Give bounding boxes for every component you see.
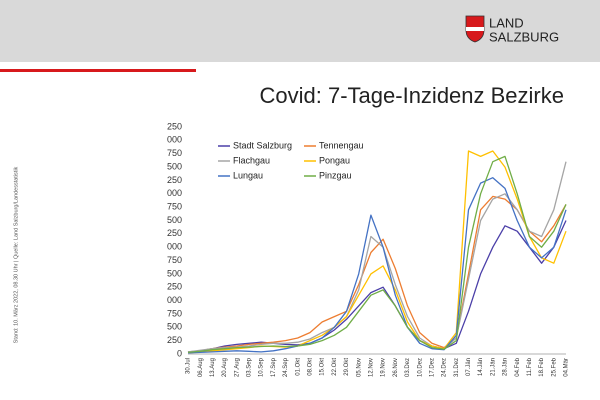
side-note: Stand: 10. März 2022, 08.30 Uhr | Quelle… (13, 166, 19, 343)
x-tick-label: 04.Mär (564, 358, 570, 377)
x-tick-label: 03.Dez (405, 358, 411, 377)
x-tick-label: 13.Aug (210, 358, 216, 377)
y-tick-label: 250 (167, 282, 182, 292)
x-tick-label: 12.Nov (368, 358, 374, 377)
y-tick-label: 500 (167, 268, 182, 278)
y-tick-label: 250 (167, 335, 182, 345)
x-tick-label: 15.Okt (320, 358, 326, 376)
y-tick-label: 750 (167, 255, 182, 265)
y-tick-label: 250 (167, 228, 182, 238)
legend-label: Lungau (233, 170, 263, 180)
x-tick-label: 08.Okt (308, 358, 314, 376)
x-tick-label: 22.Okt (332, 358, 338, 376)
y-tick-label: 500 (167, 161, 182, 171)
x-tick-label: 07.Jän (466, 358, 472, 376)
y-tick-label: 000 (167, 242, 182, 252)
y-tick-label: 250 (167, 121, 182, 131)
logo: LAND SALZBURG (465, 15, 559, 44)
logo-stripe (466, 27, 484, 31)
series-line (187, 177, 567, 354)
y-tick-label: 750 (167, 308, 182, 318)
y-tick-label: 000 (167, 295, 182, 305)
legend-label: Stadt Salzburg (233, 140, 292, 150)
series-line (187, 220, 567, 353)
legend-label: Pongau (319, 155, 350, 165)
chart-title: Covid: 7-Tage-Inzidenz Bezirke (260, 83, 564, 108)
series-line (187, 161, 567, 353)
y-tick-label: 500 (167, 322, 182, 332)
x-tick-label: 21.Jän (490, 358, 496, 376)
logo-text: LAND (489, 15, 524, 30)
x-tick-label: 03.Sep (247, 357, 253, 377)
logo-text: SALZBURG (489, 29, 559, 44)
x-tick-label: 06.Aug (198, 358, 204, 377)
y-tick-label: 000 (167, 188, 182, 198)
x-tick-label: 26.Nov (393, 358, 399, 377)
x-tick-label: 10.Dez (417, 358, 423, 377)
series-line (187, 155, 567, 354)
x-tick-label: 27.Aug (234, 358, 240, 377)
x-tick-label: 11.Feb (527, 357, 533, 376)
x-tick-label: 30.Jul (186, 358, 192, 374)
x-tick-label: 04.Feb (515, 357, 521, 376)
x-tick-label: 10.Sep (259, 357, 265, 377)
legend-label: Tennengau (319, 140, 364, 150)
y-tick-label: 000 (167, 135, 182, 145)
x-tick-label: 17.Sep (271, 357, 277, 377)
x-tick-label: 29.Okt (344, 358, 350, 376)
x-tick-label: 28.Jän (503, 358, 509, 376)
y-tick-label: 750 (167, 201, 182, 211)
x-tick-label: 05.Nov (356, 358, 362, 377)
red-rule (0, 69, 196, 72)
x-tick-label: 25.Feb (551, 357, 557, 376)
x-tick-label: 31.Dez (454, 358, 460, 377)
x-tick-label: 14.Jän (478, 358, 484, 376)
legend-label: Flachgau (233, 155, 270, 165)
legend-label: Pinzgau (319, 170, 352, 180)
x-tick-label: 24.Sep (283, 357, 289, 377)
x-tick-label: 24.Dez (442, 358, 448, 377)
y-tick-label: 500 (167, 215, 182, 225)
x-tick-label: 18.Feb (539, 357, 545, 376)
y-tick-label: 250 (167, 175, 182, 185)
series-line (187, 195, 567, 354)
header-band (0, 0, 600, 62)
y-tick-label: 0 (177, 348, 182, 358)
y-tick-label: 750 (167, 148, 182, 158)
x-tick-label: 01.Okt (295, 358, 301, 376)
x-tick-label: 17.Dez (429, 358, 435, 377)
x-tick-label: 19.Nov (381, 358, 387, 377)
x-tick-label: 20.Aug (222, 358, 228, 377)
